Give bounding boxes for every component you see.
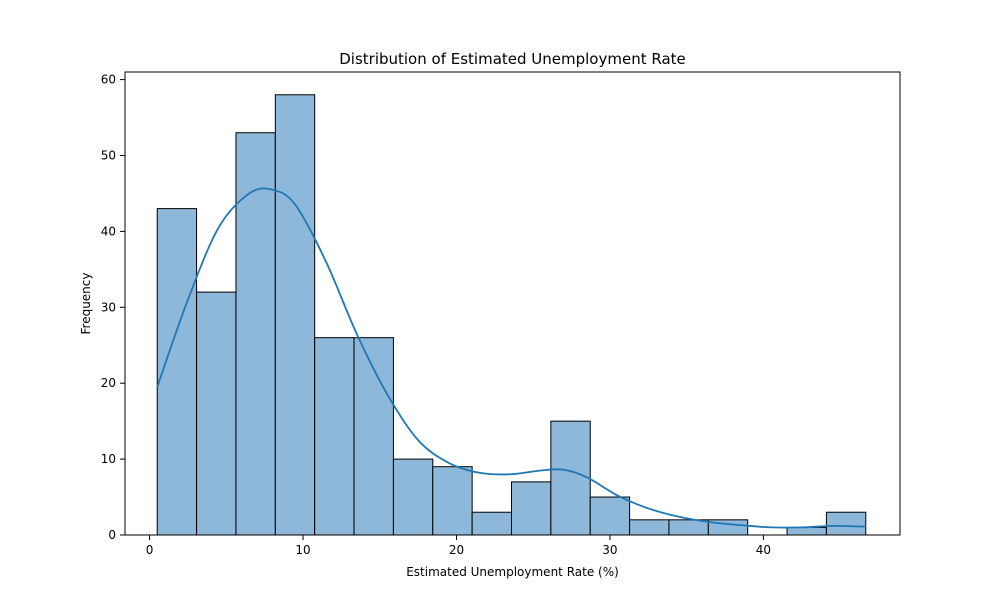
x-tick-label: 40 (756, 543, 771, 557)
kde-curve (156, 187, 867, 529)
x-tick-label: 20 (449, 543, 464, 557)
y-tick-label: 0 (108, 528, 116, 542)
histogram-bar (786, 526, 827, 536)
histogram-bar (432, 466, 473, 536)
y-tick-label: 60 (101, 73, 116, 87)
histogram-bar (274, 94, 316, 536)
histogram-bar (550, 420, 591, 536)
x-tick-label: 0 (146, 543, 154, 557)
x-tick-label: 10 (295, 543, 310, 557)
y-axis-label: Frequency (79, 273, 93, 335)
x-axis-label: Estimated Unemployment Rate (%) (406, 565, 619, 579)
histogram-bar (668, 519, 709, 536)
histogram-bar (392, 458, 434, 536)
y-tick-label: 10 (101, 452, 116, 466)
histogram-bar (196, 291, 237, 536)
histogram-bar (825, 511, 867, 536)
y-tick-label: 50 (101, 148, 116, 162)
chart-title: Distribution of Estimated Unemployment R… (339, 50, 686, 68)
y-axis-ticks: 0 10 20 30 40 50 60 (101, 73, 125, 542)
bars-layer (156, 94, 867, 536)
x-tick-label: 30 (602, 543, 617, 557)
x-axis-ticks: 0 10 20 30 40 (146, 535, 771, 557)
histogram-bar (314, 337, 355, 536)
histogram-bar (156, 208, 198, 536)
histogram-bar (629, 519, 670, 536)
histogram-bar (235, 132, 276, 536)
y-tick-label: 20 (101, 376, 116, 390)
histogram-bar (471, 511, 513, 536)
histogram-bar (589, 496, 631, 536)
y-tick-label: 30 (101, 300, 116, 314)
y-tick-label: 40 (101, 224, 116, 238)
histogram-bar (511, 481, 552, 536)
plot-frame (124, 71, 901, 536)
